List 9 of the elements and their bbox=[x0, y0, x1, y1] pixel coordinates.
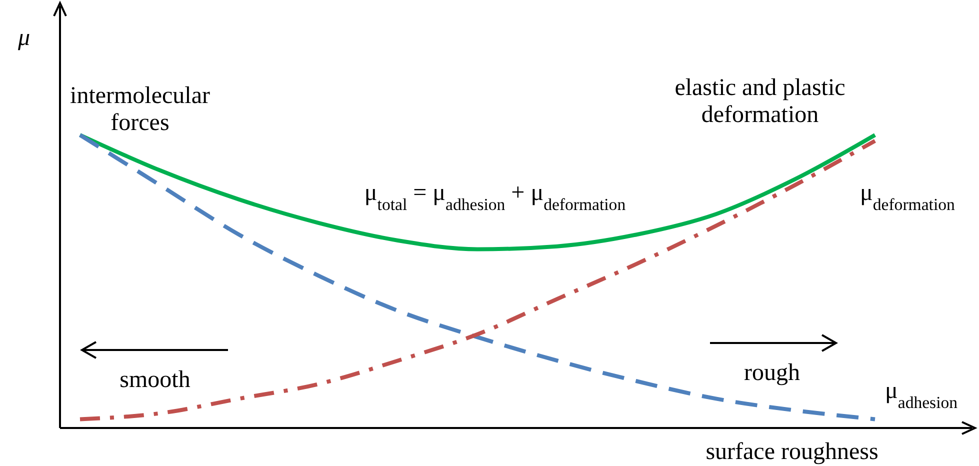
series-label: μ$_{deformation}$ bbox=[860, 180, 956, 214]
annotation: intermolecular forces bbox=[70, 83, 210, 136]
x-axis-title: surface roughness bbox=[706, 439, 878, 465]
y-axis-title: μ bbox=[17, 25, 30, 51]
text: elastic and plastic deformation bbox=[674, 75, 846, 128]
annotation: rough bbox=[744, 360, 800, 386]
series-label: μ$_{adhesion}$ bbox=[885, 378, 958, 412]
annotation: smooth bbox=[120, 367, 190, 393]
annotation: μ$_{total}$ = μ$_{adhesion}$ + μ$_{deformation}$ bbox=[364, 180, 626, 214]
